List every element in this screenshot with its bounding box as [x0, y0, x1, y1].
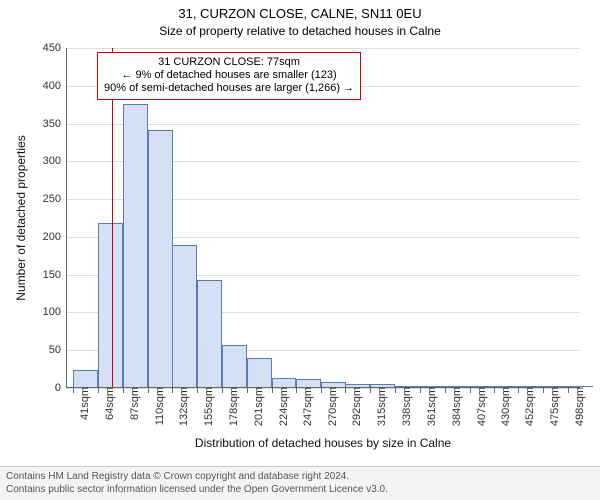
x-tick-mark — [494, 388, 495, 393]
y-tick-label: 0 — [55, 382, 67, 394]
x-tick-label: 270sqm — [325, 387, 339, 426]
x-tick-label: 201sqm — [251, 387, 265, 426]
x-tick-mark — [197, 388, 198, 393]
x-tick-label: 475sqm — [547, 387, 561, 426]
x-tick-label: 155sqm — [201, 387, 215, 426]
x-tick-label: 178sqm — [226, 387, 240, 426]
x-tick-mark — [420, 388, 421, 393]
histogram-bar — [197, 280, 222, 387]
histogram-bar — [247, 358, 272, 387]
x-tick-mark — [395, 388, 396, 393]
x-tick-label: 132sqm — [176, 387, 190, 426]
histogram-bar — [123, 104, 148, 387]
attribution-footer: Contains HM Land Registry data © Crown c… — [0, 466, 600, 500]
x-tick-mark — [272, 388, 273, 393]
y-tick-label: 100 — [43, 306, 67, 318]
footer-line2: Contains public sector information licen… — [6, 484, 594, 497]
x-tick-label: 338sqm — [399, 387, 413, 426]
x-tick-label: 407sqm — [474, 387, 488, 426]
x-tick-label: 498sqm — [572, 387, 586, 426]
x-tick-mark — [518, 388, 519, 393]
y-tick-label: 200 — [43, 231, 67, 243]
annotation-line: ← 9% of detached houses are smaller (123… — [104, 69, 354, 82]
x-tick-mark — [568, 388, 569, 393]
x-tick-mark — [345, 388, 346, 393]
x-axis-label: Distribution of detached houses by size … — [66, 436, 580, 450]
histogram-bar — [272, 378, 297, 387]
annotation-line: 90% of semi-detached houses are larger (… — [104, 82, 354, 95]
chart-title-line2: Size of property relative to detached ho… — [0, 24, 600, 38]
histogram-bar — [222, 345, 247, 387]
x-tick-label: 64sqm — [102, 387, 116, 420]
histogram-bar — [296, 379, 321, 387]
x-tick-label: 41sqm — [77, 387, 91, 420]
plot-area: 05010015020025030035040045041sqm64sqm87s… — [66, 48, 580, 388]
y-tick-label: 400 — [43, 80, 67, 92]
x-tick-label: 292sqm — [349, 387, 363, 426]
y-tick-label: 350 — [43, 118, 67, 130]
y-tick-label: 150 — [43, 269, 67, 281]
x-tick-label: 315sqm — [374, 387, 388, 426]
y-tick-label: 250 — [43, 193, 67, 205]
x-tick-label: 224sqm — [276, 387, 290, 426]
x-tick-mark — [123, 388, 124, 393]
x-tick-label: 430sqm — [498, 387, 512, 426]
gridline — [67, 48, 580, 49]
x-tick-mark — [73, 388, 74, 393]
x-tick-mark — [470, 388, 471, 393]
y-axis-label: Number of detached properties — [14, 135, 28, 300]
x-tick-mark — [370, 388, 371, 393]
x-tick-label: 452sqm — [522, 387, 536, 426]
x-tick-mark — [148, 388, 149, 393]
histogram-bar — [172, 245, 197, 387]
annotation-line: 31 CURZON CLOSE: 77sqm — [104, 56, 354, 69]
x-tick-mark — [543, 388, 544, 393]
footer-line1: Contains HM Land Registry data © Crown c… — [6, 471, 594, 484]
x-tick-label: 87sqm — [127, 387, 141, 420]
x-tick-mark — [321, 388, 322, 393]
x-tick-mark — [172, 388, 173, 393]
x-tick-mark — [296, 388, 297, 393]
chart-title-line1: 31, CURZON CLOSE, CALNE, SN11 0EU — [0, 6, 600, 21]
y-tick-label: 300 — [43, 155, 67, 167]
x-tick-mark — [445, 388, 446, 393]
x-tick-label: 384sqm — [449, 387, 463, 426]
x-tick-label: 247sqm — [300, 387, 314, 426]
annotation-box: 31 CURZON CLOSE: 77sqm← 9% of detached h… — [97, 52, 361, 100]
y-tick-label: 50 — [49, 344, 67, 356]
histogram-bar — [73, 370, 98, 387]
x-tick-mark — [222, 388, 223, 393]
y-tick-label: 450 — [43, 42, 67, 54]
x-tick-label: 361sqm — [424, 387, 438, 426]
x-tick-mark — [98, 388, 99, 393]
x-tick-mark — [247, 388, 248, 393]
histogram-bar — [148, 130, 173, 387]
histogram-bar — [98, 223, 123, 387]
x-tick-label: 110sqm — [152, 387, 166, 425]
